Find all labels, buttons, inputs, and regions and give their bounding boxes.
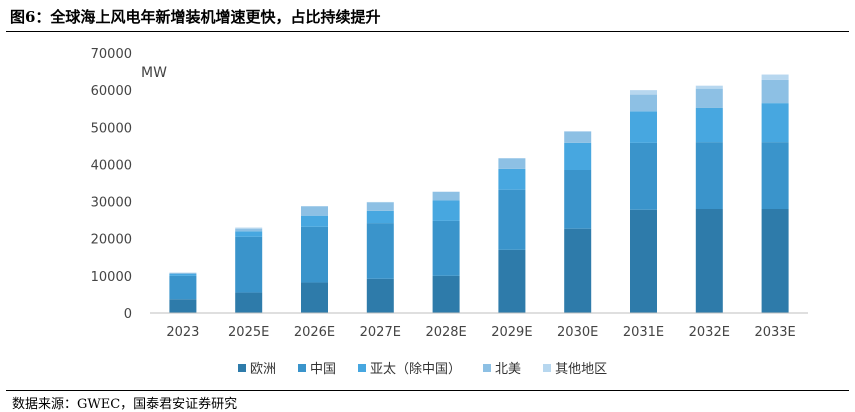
bar-segment: [432, 200, 460, 221]
source-note: 数据来源：GWEC，国泰君安证券研究: [12, 397, 238, 412]
bar-segment: [498, 189, 526, 250]
source-rule: [6, 390, 849, 391]
x-axis: 2023 2025E 2026E 2027E 2028E 2029E 2030E 2031E 2…: [150, 312, 808, 340]
legend-swatch: [298, 363, 307, 372]
y-tick-label: 60000: [91, 84, 132, 99]
bar-segment: [630, 142, 657, 210]
bar-segment: [366, 278, 394, 313]
legend-label: 北美: [495, 362, 522, 377]
bar-segment: [301, 282, 328, 313]
y-tick-label: 50000: [91, 121, 132, 136]
bar-segment: [498, 158, 526, 169]
bar-segment: [432, 275, 460, 313]
bar-segment: [169, 275, 197, 300]
legend-label: 亚太（除中国）: [370, 362, 462, 377]
bar-segment: [235, 228, 263, 232]
bar-segment: [630, 209, 657, 313]
bar-segment: [169, 299, 197, 313]
x-tick-label: 2023: [166, 325, 199, 340]
bar-segment: [630, 90, 657, 95]
legend-item: 亚太（除中国）: [358, 358, 461, 377]
y-tick-label: 70000: [91, 47, 132, 62]
bar-segment: [366, 202, 394, 211]
bar-segment: [235, 227, 263, 229]
bar-segment: [498, 168, 526, 190]
bar-segment: [564, 228, 592, 313]
figure-title: 图6：全球海上风电年新增装机增速更快，占比持续提升: [10, 8, 381, 26]
x-tick-label: 2028E: [425, 325, 466, 340]
legend-swatch: [238, 363, 246, 372]
bar-segment: [761, 79, 789, 104]
bar-segment: [169, 274, 197, 276]
x-tick-label: 2031E: [623, 325, 664, 340]
bar-segment: [695, 85, 723, 89]
x-tick-label: 2026E: [294, 325, 335, 340]
bar-segment: [761, 74, 789, 80]
bars: [169, 74, 789, 313]
bar-segment: [235, 292, 263, 313]
bar-segment: [301, 226, 328, 283]
title-rule: [6, 31, 849, 32]
x-tick-label: 2025E: [228, 325, 269, 340]
bar-segment: [564, 131, 592, 132]
x-tick-label: 2027E: [360, 325, 401, 340]
y-tick-label: 10000: [91, 270, 132, 285]
bar-segment: [630, 94, 657, 112]
bar-segment: [432, 220, 460, 276]
bar-segment: [235, 236, 263, 293]
y-unit-label: MW: [141, 65, 167, 81]
bar-segment: [432, 191, 460, 201]
legend-label: 中国: [310, 362, 337, 377]
bar-segment: [366, 210, 394, 224]
bar-segment: [235, 231, 263, 237]
bar-segment: [301, 215, 328, 227]
bar-segment: [695, 88, 723, 108]
bar-segment: [630, 111, 657, 143]
y-tick-label: 40000: [91, 158, 132, 173]
y-tick-label: 20000: [91, 233, 132, 248]
bar-segment: [301, 206, 328, 216]
x-tick-label: 2032E: [689, 325, 730, 340]
bar-segment: [761, 103, 789, 143]
bar-segment: [498, 249, 526, 313]
bar-segment: [761, 142, 789, 209]
y-tick-label: 0: [124, 307, 132, 322]
x-tick-label: 2029E: [491, 325, 532, 340]
legend-item: 其他地区: [543, 358, 607, 377]
x-tick-label: 2033E: [754, 325, 795, 340]
legend: 欧洲 中国 亚太（除中国） 北美 其他地区: [238, 358, 607, 377]
legend-label: 其他地区: [555, 362, 608, 377]
legend-swatch: [543, 363, 552, 372]
y-axis: 0 10000 20000 30000 40000 50000 60000 70000: [91, 47, 132, 322]
bar-segment: [366, 223, 394, 279]
bar-segment: [564, 131, 592, 143]
legend-item: 欧洲: [238, 358, 276, 377]
legend-item: 中国: [298, 358, 336, 377]
legend-swatch: [358, 363, 367, 372]
bar-segment: [761, 209, 789, 313]
bar-segment: [695, 107, 723, 143]
legend-item: 北美: [483, 358, 521, 377]
bar-segment: [564, 142, 592, 170]
bar-segment: [564, 170, 592, 229]
bar-segment: [169, 272, 197, 274]
bar-segment: [695, 142, 723, 209]
bar-segment: [695, 209, 723, 313]
legend-swatch: [483, 363, 492, 372]
x-tick-label: 2030E: [557, 325, 598, 340]
legend-label: 欧洲: [250, 362, 277, 377]
y-tick-label: 30000: [91, 196, 132, 211]
